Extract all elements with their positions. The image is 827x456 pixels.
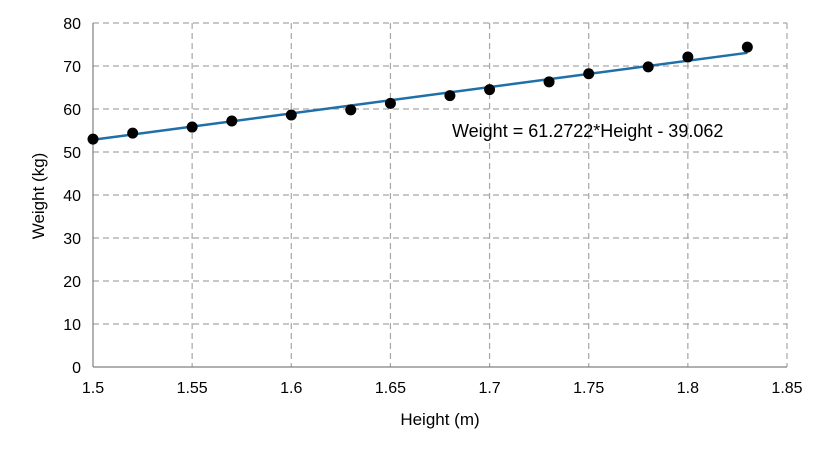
x-tick-labels: 1.5 1.55 1.6 1.65 1.7 1.75 1.8 1.85	[82, 380, 803, 397]
x-tick-label: 1.55	[177, 380, 208, 397]
y-tick-label: 40	[63, 188, 81, 205]
data-point-5	[345, 104, 357, 116]
data-point-3	[226, 115, 238, 127]
x-tick-label: 1.7	[478, 380, 500, 397]
data-point-12	[682, 51, 694, 63]
x-tick-label: 1.85	[771, 380, 802, 397]
data-point-7	[444, 90, 456, 102]
data-point-8	[484, 84, 496, 96]
trendline-group	[92, 51, 748, 142]
data-point-9	[543, 76, 555, 88]
y-tick-label: 50	[63, 145, 81, 162]
y-tick-label: 10	[63, 317, 81, 334]
data-point-2	[186, 121, 198, 133]
data-point-13	[741, 41, 753, 53]
x-axis-title: Height (m)	[400, 410, 479, 429]
x-tick-label: 1.8	[677, 380, 699, 397]
trendline-equation: Weight = 61.2722*Height - 39.062	[452, 121, 723, 141]
data-point-4	[285, 109, 297, 121]
data-point-10	[583, 68, 595, 80]
y-tick-label: 20	[63, 274, 81, 291]
data-point-11	[642, 61, 654, 73]
data-points	[87, 41, 753, 145]
data-point-1	[127, 127, 139, 139]
x-tick-label: 1.5	[82, 380, 104, 397]
y-tick-label: 70	[63, 59, 81, 76]
x-tick-label: 1.65	[375, 380, 406, 397]
y-tick-label: 80	[63, 16, 81, 33]
trendline	[92, 51, 748, 142]
x-tick-label: 1.75	[573, 380, 604, 397]
data-point-0	[87, 133, 99, 145]
gridlines	[93, 22, 788, 367]
y-axis-title: Weight (kg)	[29, 153, 48, 240]
x-tick-label: 1.6	[280, 380, 302, 397]
data-point-6	[384, 97, 396, 109]
axes	[92, 23, 787, 368]
y-tick-label: 0	[72, 360, 81, 377]
y-tick-label: 30	[63, 231, 81, 248]
y-tick-label: 60	[63, 102, 81, 119]
y-tick-labels: 0 10 20 30 40 50 60 70 80	[63, 16, 81, 377]
